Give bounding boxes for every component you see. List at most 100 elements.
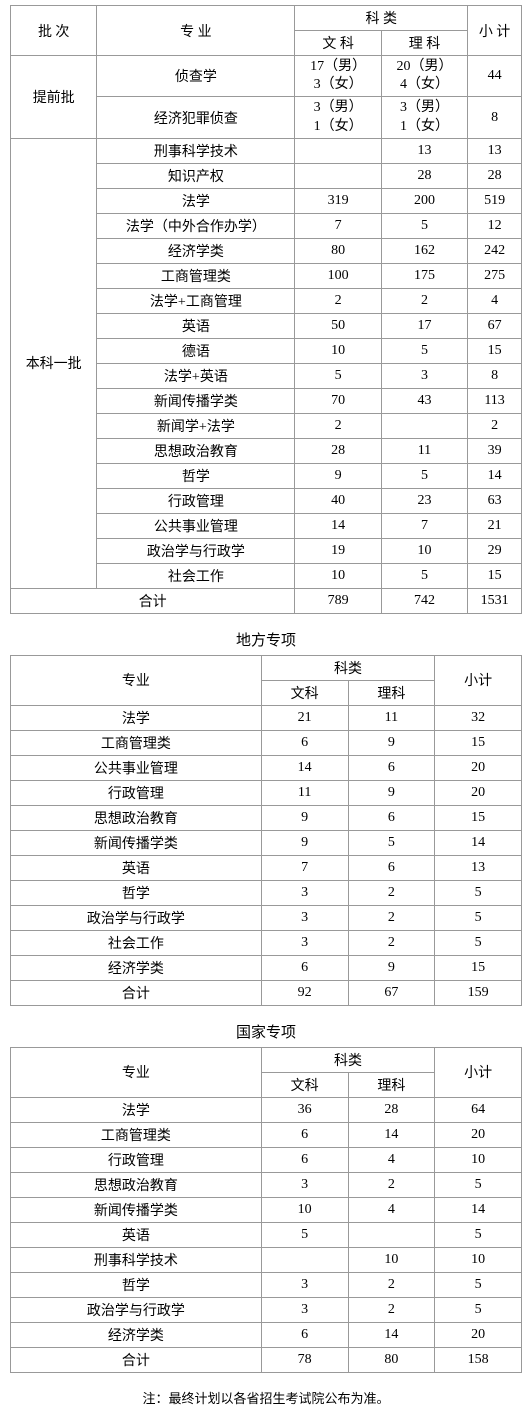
wk-cell: 9 [261,805,348,830]
st-cell: 15 [435,955,522,980]
wk-cell: 2 [295,288,381,313]
major-cell: 哲学 [11,880,262,905]
major-cell: 经济学类 [11,1322,262,1347]
lk-cell: 43 [381,388,467,413]
st-cell: 15 [435,805,522,830]
local-special-table: 专业 科类 小计 文科 理科 法学211132工商管理类6915公共事业管理14… [10,655,522,1006]
major-cell: 英语 [11,855,262,880]
st-cell: 275 [468,263,522,288]
major-cell: 侦查学 [97,56,295,97]
st-cell: 2 [468,413,522,438]
header-wenke: 文科 [261,1072,348,1097]
wk-cell: 10 [295,563,381,588]
header-batch: 批 次 [11,6,97,56]
lk-cell: 5 [381,213,467,238]
wk-cell [261,1247,348,1272]
lk-cell: 14 [348,1122,435,1147]
st-cell: 14 [435,830,522,855]
major-cell: 社会工作 [97,563,295,588]
major-cell: 公共事业管理 [11,755,262,780]
lk-cell: 6 [348,805,435,830]
major-cell: 新闻传播学类 [11,830,262,855]
wk-cell: 6 [261,730,348,755]
wenke-cell: 17（男）3（女） [295,56,381,97]
lk-cell: 4 [348,1197,435,1222]
lk-cell: 28 [381,163,467,188]
total-wk: 789 [295,588,381,613]
lk-cell: 11 [381,438,467,463]
subtotal-cell: 8 [468,97,522,138]
lk-cell: 5 [381,338,467,363]
header-like: 理 科 [381,31,467,56]
major-cell: 刑事科学技术 [11,1247,262,1272]
lk-cell: 11 [348,705,435,730]
lk-cell: 9 [348,955,435,980]
st-cell: 39 [468,438,522,463]
st-cell: 4 [468,288,522,313]
major-cell: 社会工作 [11,930,262,955]
wk-cell: 6 [261,1147,348,1172]
wk-cell: 3 [261,1297,348,1322]
st-cell: 5 [435,880,522,905]
wenke-cell: 3（男）1（女） [295,97,381,138]
lk-cell: 9 [348,780,435,805]
major-cell: 政治学与行政学 [97,538,295,563]
st-cell: 29 [468,538,522,563]
major-cell: 行政管理 [97,488,295,513]
total-lk: 80 [348,1347,435,1372]
major-cell: 政治学与行政学 [11,1297,262,1322]
wk-cell: 3 [261,905,348,930]
total-st: 158 [435,1347,522,1372]
wk-cell: 80 [295,238,381,263]
wk-cell: 3 [261,880,348,905]
table2-title: 地方专项 [10,629,522,650]
st-cell: 519 [468,188,522,213]
major-cell: 知识产权 [97,163,295,188]
lk-cell: 2 [348,1172,435,1197]
wk-cell: 14 [261,755,348,780]
lk-cell: 23 [381,488,467,513]
major-cell: 法学（中外合作办学） [97,213,295,238]
header-subtotal: 小 计 [468,6,522,56]
st-cell: 64 [435,1097,522,1122]
wk-cell: 6 [261,1122,348,1147]
wk-cell: 7 [261,855,348,880]
wk-cell: 36 [261,1097,348,1122]
major-cell: 行政管理 [11,1147,262,1172]
st-cell: 67 [468,313,522,338]
lk-cell: 6 [348,855,435,880]
st-cell: 13 [435,855,522,880]
st-cell: 21 [468,513,522,538]
st-cell: 12 [468,213,522,238]
lk-cell: 2 [348,930,435,955]
total-st: 159 [435,980,522,1005]
lk-cell: 4 [348,1147,435,1172]
wk-cell: 7 [295,213,381,238]
major-cell: 新闻传播学类 [97,388,295,413]
header-major: 专业 [11,655,262,705]
lk-cell: 17 [381,313,467,338]
major-cell: 哲学 [97,463,295,488]
footnote: 注：最终计划以各省招生考试院公布为准。 [10,1388,522,1407]
major-cell: 行政管理 [11,780,262,805]
wk-cell: 28 [295,438,381,463]
header-category: 科类 [261,655,434,680]
major-cell: 新闻学+法学 [97,413,295,438]
wk-cell: 11 [261,780,348,805]
st-cell: 5 [435,1297,522,1322]
header-major: 专业 [11,1047,262,1097]
wk-cell: 10 [261,1197,348,1222]
major-cell: 公共事业管理 [97,513,295,538]
wk-cell: 100 [295,263,381,288]
wk-cell: 21 [261,705,348,730]
header-like: 理科 [348,680,435,705]
wk-cell: 5 [295,363,381,388]
lk-cell: 14 [348,1322,435,1347]
wk-cell [295,163,381,188]
national-special-table: 专业 科类 小计 文科 理科 法学362864工商管理类61420行政管理641… [10,1047,522,1373]
wk-cell: 9 [261,830,348,855]
major-cell: 哲学 [11,1272,262,1297]
header-wenke: 文科 [261,680,348,705]
lk-cell: 6 [348,755,435,780]
wk-cell: 10 [295,338,381,363]
